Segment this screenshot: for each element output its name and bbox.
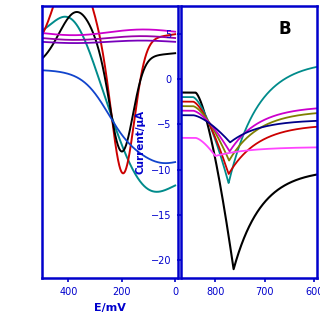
Text: B: B	[279, 20, 291, 38]
Y-axis label: Current/μA: Current/μA	[135, 110, 146, 174]
X-axis label: E/mV: E/mV	[94, 303, 126, 313]
